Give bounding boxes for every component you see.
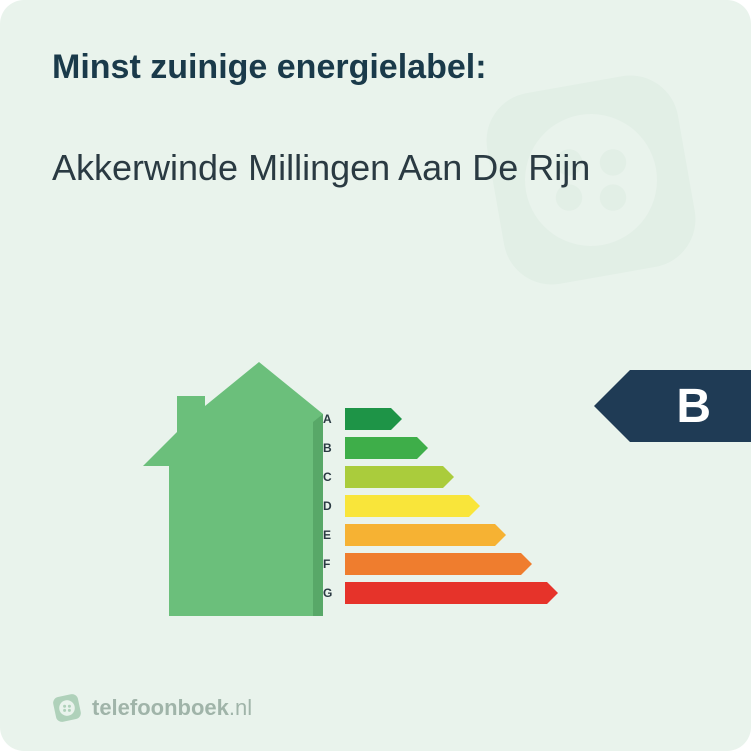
energy-bar-row: A — [323, 408, 547, 430]
energy-bar-row: C — [323, 466, 547, 488]
energy-bar-row: D — [323, 495, 547, 517]
energy-label-card: Minst zuinige energielabel: Akkerwinde M… — [0, 0, 751, 751]
energy-bar — [345, 466, 443, 488]
brand-icon — [52, 693, 82, 723]
energy-bar-label: E — [323, 528, 345, 542]
energy-bar-label: A — [323, 412, 345, 426]
energy-bar-label: C — [323, 470, 345, 484]
brand-name-bold: telefoonboek — [92, 695, 229, 720]
energy-bar-row: B — [323, 437, 547, 459]
energy-bars: A B C D E F G — [323, 408, 547, 611]
energy-bar-label: G — [323, 586, 345, 600]
rating-badge: B — [630, 370, 751, 442]
energy-bar — [345, 437, 417, 459]
brand-name-light: .nl — [229, 695, 252, 720]
energy-bar — [345, 582, 547, 604]
energy-bar-label: F — [323, 557, 345, 571]
card-subtitle: Akkerwinde Millingen Aan De Rijn — [52, 145, 612, 192]
energy-bar-row: G — [323, 582, 547, 604]
energy-bar — [345, 524, 495, 546]
energy-bar — [345, 495, 469, 517]
house-icon — [143, 362, 323, 616]
footer-text: telefoonboek.nl — [92, 695, 252, 721]
rating-letter: B — [676, 379, 711, 434]
card-title: Minst zuinige energielabel: — [52, 48, 699, 87]
footer-brand: telefoonboek.nl — [52, 693, 252, 723]
energy-bar-label: B — [323, 441, 345, 455]
energy-bar-row: E — [323, 524, 547, 546]
energy-bar-row: F — [323, 553, 547, 575]
energy-bar — [345, 553, 521, 575]
energy-bar — [345, 408, 391, 430]
energy-chart: A B C D E F G — [143, 362, 603, 632]
energy-bar-label: D — [323, 499, 345, 513]
